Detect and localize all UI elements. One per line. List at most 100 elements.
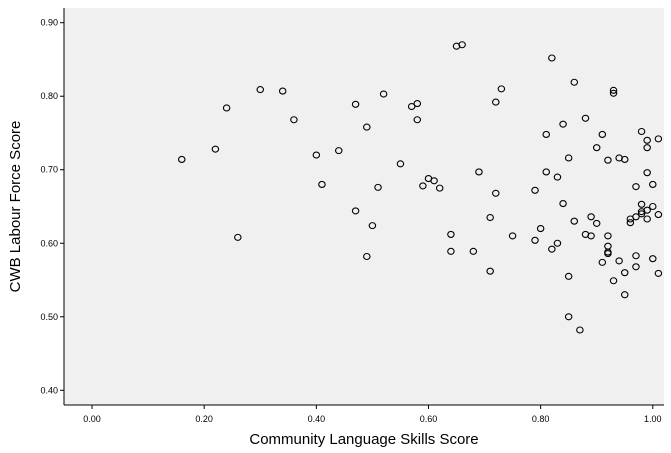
x-tick-label: 0.00 [83,414,101,424]
data-point [564,154,573,162]
data-point [548,245,556,253]
data-point [564,272,573,280]
data-point [632,263,640,271]
data-point [570,217,579,225]
y-tick-label: 0.50 [40,312,58,322]
data-point [290,116,298,124]
data-point [598,130,607,139]
data-point [211,145,220,153]
data-point [492,189,500,197]
data-point [379,90,388,98]
data-point [598,258,607,266]
y-axis-title: CWB Labour Force Score [7,121,24,293]
data-point [447,230,455,238]
data-point [570,78,579,86]
data-point [643,206,651,214]
data-point [508,232,517,240]
data-points [178,41,663,334]
data-point [363,252,371,261]
data-point [643,136,651,144]
x-tick-label: 0.40 [308,414,326,424]
data-point [604,250,612,258]
data-point [542,168,550,176]
x-tick-label: 1.00 [644,414,662,424]
data-point [542,130,550,139]
data-point [531,236,539,244]
data-point [609,86,618,94]
data-point [486,213,494,222]
data-point [637,200,646,208]
y-tick-label: 0.90 [40,18,58,28]
data-point [335,147,343,155]
x-tick-label: 0.20 [195,414,213,424]
data-point [632,252,640,260]
data-point [536,225,545,233]
data-point [649,202,657,211]
tick-labels: 0.00 0.20 0.40 0.60 0.80 1.00 0.40 0.50 0.60 0.70… [40,18,661,424]
data-point [654,211,663,219]
data-point [178,155,186,163]
data-point [413,116,422,124]
data-point [458,41,466,49]
data-point [604,232,612,240]
data-point [620,269,629,277]
axes [60,8,664,409]
data-point [413,100,422,108]
data-point [559,200,567,208]
data-point [234,233,242,241]
data-point [475,168,483,176]
data-point [318,180,326,188]
data-point [368,222,377,230]
data-point [447,247,455,255]
data-point [351,207,360,215]
y-tick-label: 0.70 [40,165,58,175]
data-point [643,215,651,223]
data-point [626,219,635,227]
data-point [604,156,612,164]
data-point [564,313,573,321]
data-point [620,155,629,163]
data-point [654,135,663,143]
x-tick-label: 0.80 [532,414,550,424]
y-tick-label: 0.60 [40,238,58,248]
data-point [649,255,657,263]
data-point [609,89,618,97]
data-point [396,160,405,168]
data-point [492,98,500,106]
data-point [609,277,618,285]
data-point [553,173,562,181]
data-point [374,183,382,191]
data-point [351,100,360,108]
data-point [430,177,438,185]
data-point [581,114,590,122]
data-point [592,219,601,227]
data-point [587,213,595,221]
data-point [592,144,601,152]
data-point [643,169,651,177]
data-point [649,180,657,188]
data-point [256,86,265,94]
data-point [435,184,444,192]
y-tick-label: 0.40 [40,385,58,395]
x-tick-label: 0.60 [420,414,438,424]
data-point [559,120,567,128]
data-point [587,232,595,240]
data-point [654,269,663,277]
data-point [497,85,506,93]
data-point [363,123,371,131]
y-tick-label: 0.80 [40,91,58,101]
data-point [620,291,629,299]
data-point [419,182,427,190]
data-point [312,151,321,159]
data-point [615,257,623,265]
data-point [637,210,646,218]
data-point [632,183,640,191]
data-point [576,326,584,334]
plot-area [64,8,664,405]
data-point [278,87,287,95]
x-axis-title: Community Language Skills Score [249,431,478,448]
data-point [553,239,562,247]
data-point [531,186,539,194]
data-point [222,104,231,112]
